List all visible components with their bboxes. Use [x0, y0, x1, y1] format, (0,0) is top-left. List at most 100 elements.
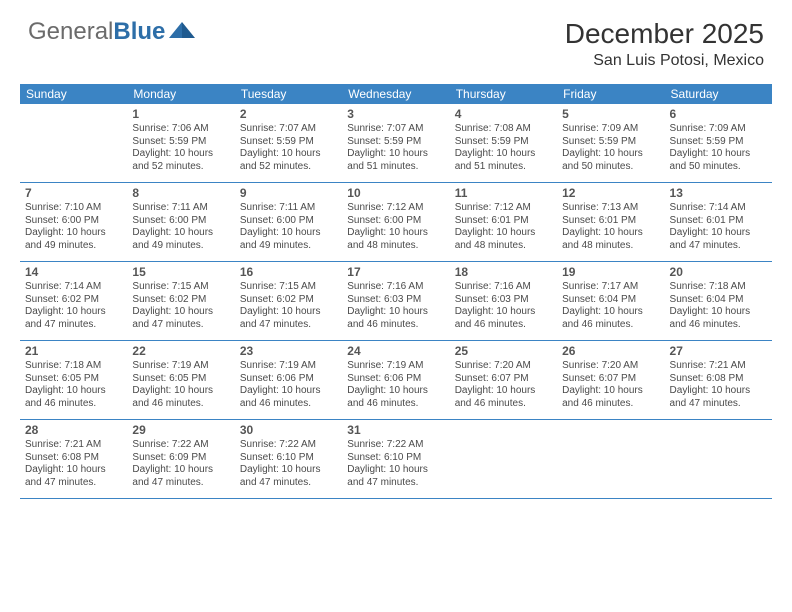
daylight-text: Daylight: 10 hours and 46 minutes. — [670, 306, 767, 331]
weekday-header: Saturday — [665, 84, 772, 104]
calendar-week-row: 1Sunrise: 7:06 AMSunset: 5:59 PMDaylight… — [20, 104, 772, 183]
day-number: 10 — [347, 186, 444, 201]
day-number: 5 — [562, 107, 659, 122]
calendar-day-cell: 28Sunrise: 7:21 AMSunset: 6:08 PMDayligh… — [20, 420, 127, 498]
day-number: 13 — [670, 186, 767, 201]
sunrise-text: Sunrise: 7:17 AM — [562, 281, 659, 294]
sunrise-text: Sunrise: 7:18 AM — [25, 360, 122, 373]
logo-text: GeneralBlue — [28, 18, 165, 46]
sunrise-text: Sunrise: 7:09 AM — [670, 123, 767, 136]
sunrise-text: Sunrise: 7:21 AM — [25, 439, 122, 452]
calendar-day-cell: 31Sunrise: 7:22 AMSunset: 6:10 PMDayligh… — [342, 420, 449, 498]
calendar: SundayMondayTuesdayWednesdayThursdayFrid… — [20, 84, 772, 499]
calendar-day-cell: 23Sunrise: 7:19 AMSunset: 6:06 PMDayligh… — [235, 341, 342, 419]
daylight-text: Daylight: 10 hours and 48 minutes. — [455, 227, 552, 252]
calendar-day-cell: 15Sunrise: 7:15 AMSunset: 6:02 PMDayligh… — [127, 262, 234, 340]
weekday-header-row: SundayMondayTuesdayWednesdayThursdayFrid… — [20, 84, 772, 104]
day-number: 2 — [240, 107, 337, 122]
day-number: 27 — [670, 344, 767, 359]
daylight-text: Daylight: 10 hours and 51 minutes. — [455, 148, 552, 173]
weekday-header: Tuesday — [235, 84, 342, 104]
sunset-text: Sunset: 6:00 PM — [240, 215, 337, 228]
weekday-header: Wednesday — [342, 84, 449, 104]
calendar-day-cell: 10Sunrise: 7:12 AMSunset: 6:00 PMDayligh… — [342, 183, 449, 261]
daylight-text: Daylight: 10 hours and 50 minutes. — [670, 148, 767, 173]
daylight-text: Daylight: 10 hours and 47 minutes. — [670, 385, 767, 410]
daylight-text: Daylight: 10 hours and 49 minutes. — [240, 227, 337, 252]
calendar-day-cell: 18Sunrise: 7:16 AMSunset: 6:03 PMDayligh… — [450, 262, 557, 340]
daylight-text: Daylight: 10 hours and 46 minutes. — [347, 385, 444, 410]
sunset-text: Sunset: 6:08 PM — [25, 452, 122, 465]
calendar-day-cell: 14Sunrise: 7:14 AMSunset: 6:02 PMDayligh… — [20, 262, 127, 340]
sunrise-text: Sunrise: 7:21 AM — [670, 360, 767, 373]
day-number: 1 — [132, 107, 229, 122]
sunset-text: Sunset: 6:10 PM — [347, 452, 444, 465]
logo-text-a: General — [28, 18, 113, 45]
sunset-text: Sunset: 6:02 PM — [25, 294, 122, 307]
day-number: 23 — [240, 344, 337, 359]
sunset-text: Sunset: 6:04 PM — [562, 294, 659, 307]
sunrise-text: Sunrise: 7:16 AM — [347, 281, 444, 294]
daylight-text: Daylight: 10 hours and 47 minutes. — [347, 464, 444, 489]
daylight-text: Daylight: 10 hours and 50 minutes. — [562, 148, 659, 173]
calendar-day-cell: 16Sunrise: 7:15 AMSunset: 6:02 PMDayligh… — [235, 262, 342, 340]
header: GeneralBlue December 2025 San Luis Potos… — [0, 0, 792, 78]
day-number: 11 — [455, 186, 552, 201]
sunrise-text: Sunrise: 7:22 AM — [132, 439, 229, 452]
calendar-day-cell: 5Sunrise: 7:09 AMSunset: 5:59 PMDaylight… — [557, 104, 664, 182]
sunrise-text: Sunrise: 7:16 AM — [455, 281, 552, 294]
sunset-text: Sunset: 6:07 PM — [455, 373, 552, 386]
day-number: 26 — [562, 344, 659, 359]
daylight-text: Daylight: 10 hours and 47 minutes. — [240, 464, 337, 489]
calendar-day-cell: 30Sunrise: 7:22 AMSunset: 6:10 PMDayligh… — [235, 420, 342, 498]
calendar-day-cell: 11Sunrise: 7:12 AMSunset: 6:01 PMDayligh… — [450, 183, 557, 261]
sunrise-text: Sunrise: 7:19 AM — [347, 360, 444, 373]
daylight-text: Daylight: 10 hours and 52 minutes. — [132, 148, 229, 173]
sunrise-text: Sunrise: 7:12 AM — [455, 202, 552, 215]
calendar-day-cell: 13Sunrise: 7:14 AMSunset: 6:01 PMDayligh… — [665, 183, 772, 261]
calendar-day-cell: 24Sunrise: 7:19 AMSunset: 6:06 PMDayligh… — [342, 341, 449, 419]
sunset-text: Sunset: 6:00 PM — [132, 215, 229, 228]
calendar-day-cell: 20Sunrise: 7:18 AMSunset: 6:04 PMDayligh… — [665, 262, 772, 340]
calendar-week-row: 7Sunrise: 7:10 AMSunset: 6:00 PMDaylight… — [20, 183, 772, 262]
sunrise-text: Sunrise: 7:06 AM — [132, 123, 229, 136]
daylight-text: Daylight: 10 hours and 52 minutes. — [240, 148, 337, 173]
calendar-day-cell: 1Sunrise: 7:06 AMSunset: 5:59 PMDaylight… — [127, 104, 234, 182]
day-number: 21 — [25, 344, 122, 359]
sunset-text: Sunset: 6:09 PM — [132, 452, 229, 465]
sunrise-text: Sunrise: 7:13 AM — [562, 202, 659, 215]
daylight-text: Daylight: 10 hours and 46 minutes. — [562, 306, 659, 331]
calendar-day-cell — [20, 104, 127, 182]
sunset-text: Sunset: 6:03 PM — [455, 294, 552, 307]
day-number: 8 — [132, 186, 229, 201]
day-number: 19 — [562, 265, 659, 280]
daylight-text: Daylight: 10 hours and 46 minutes. — [562, 385, 659, 410]
day-number: 4 — [455, 107, 552, 122]
calendar-week-row: 14Sunrise: 7:14 AMSunset: 6:02 PMDayligh… — [20, 262, 772, 341]
sunset-text: Sunset: 6:01 PM — [670, 215, 767, 228]
sunset-text: Sunset: 5:59 PM — [455, 136, 552, 149]
sunset-text: Sunset: 6:02 PM — [240, 294, 337, 307]
sunrise-text: Sunrise: 7:19 AM — [240, 360, 337, 373]
calendar-day-cell: 19Sunrise: 7:17 AMSunset: 6:04 PMDayligh… — [557, 262, 664, 340]
daylight-text: Daylight: 10 hours and 49 minutes. — [132, 227, 229, 252]
daylight-text: Daylight: 10 hours and 46 minutes. — [455, 385, 552, 410]
day-number: 25 — [455, 344, 552, 359]
sunrise-text: Sunrise: 7:12 AM — [347, 202, 444, 215]
daylight-text: Daylight: 10 hours and 46 minutes. — [347, 306, 444, 331]
weekday-header: Sunday — [20, 84, 127, 104]
calendar-day-cell: 21Sunrise: 7:18 AMSunset: 6:05 PMDayligh… — [20, 341, 127, 419]
sunset-text: Sunset: 6:05 PM — [25, 373, 122, 386]
title-block: December 2025 San Luis Potosi, Mexico — [565, 18, 764, 70]
sunrise-text: Sunrise: 7:14 AM — [25, 281, 122, 294]
sunset-text: Sunset: 6:03 PM — [347, 294, 444, 307]
calendar-day-cell: 27Sunrise: 7:21 AMSunset: 6:08 PMDayligh… — [665, 341, 772, 419]
sunrise-text: Sunrise: 7:22 AM — [347, 439, 444, 452]
day-number: 17 — [347, 265, 444, 280]
sunset-text: Sunset: 5:59 PM — [240, 136, 337, 149]
day-number: 9 — [240, 186, 337, 201]
calendar-day-cell: 3Sunrise: 7:07 AMSunset: 5:59 PMDaylight… — [342, 104, 449, 182]
sunrise-text: Sunrise: 7:09 AM — [562, 123, 659, 136]
calendar-day-cell: 26Sunrise: 7:20 AMSunset: 6:07 PMDayligh… — [557, 341, 664, 419]
sunrise-text: Sunrise: 7:19 AM — [132, 360, 229, 373]
